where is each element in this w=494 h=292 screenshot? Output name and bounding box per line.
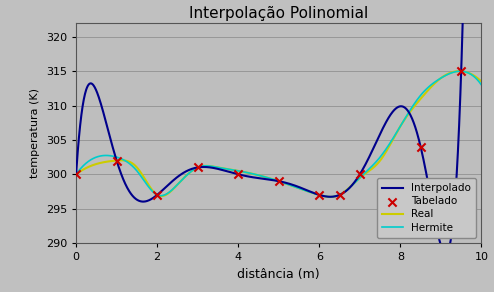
Tabelado [417, 145, 425, 149]
Interpolado [443, 252, 449, 256]
Hermite [390, 137, 396, 141]
Hermite [115, 156, 121, 159]
Hermite [479, 83, 485, 87]
Hermite [237, 169, 243, 173]
Real [115, 159, 121, 162]
Real [456, 69, 462, 73]
Hermite [352, 181, 358, 185]
Tabelado [275, 179, 283, 183]
Real [390, 138, 396, 142]
Tabelado [335, 193, 343, 197]
Hermite [397, 125, 403, 129]
Tabelado [356, 172, 364, 177]
Line: Interpolado: Interpolado [76, 0, 482, 254]
Interpolado [237, 173, 243, 176]
Legend: Interpolado, Tabelado, Real, Hermite: Interpolado, Tabelado, Real, Hermite [377, 178, 476, 238]
Real [237, 169, 243, 173]
Line: Hermite: Hermite [76, 71, 482, 197]
Interpolado [115, 161, 121, 165]
Hermite [457, 69, 463, 73]
Line: Real: Real [76, 71, 482, 197]
Tabelado [457, 69, 465, 74]
Tabelado [72, 172, 80, 177]
Real [328, 195, 334, 199]
Hermite [73, 173, 79, 176]
Interpolado [351, 180, 357, 184]
Tabelado [113, 158, 121, 163]
Tabelado [153, 193, 161, 197]
Hermite [251, 173, 257, 176]
Tabelado [234, 172, 242, 177]
Y-axis label: temperatura (K): temperatura (K) [30, 88, 40, 178]
Real [352, 180, 358, 184]
Real [251, 173, 257, 176]
Title: Interpolação Polinomial: Interpolação Polinomial [189, 6, 369, 20]
Interpolado [251, 176, 257, 179]
Real [479, 80, 485, 83]
Hermite [328, 195, 334, 199]
Interpolado [73, 173, 79, 176]
X-axis label: distância (m): distância (m) [238, 267, 320, 281]
Real [397, 125, 403, 129]
Interpolado [397, 105, 403, 108]
Tabelado [315, 193, 323, 197]
Real [73, 173, 79, 176]
Interpolado [389, 111, 395, 114]
Tabelado [194, 165, 202, 170]
